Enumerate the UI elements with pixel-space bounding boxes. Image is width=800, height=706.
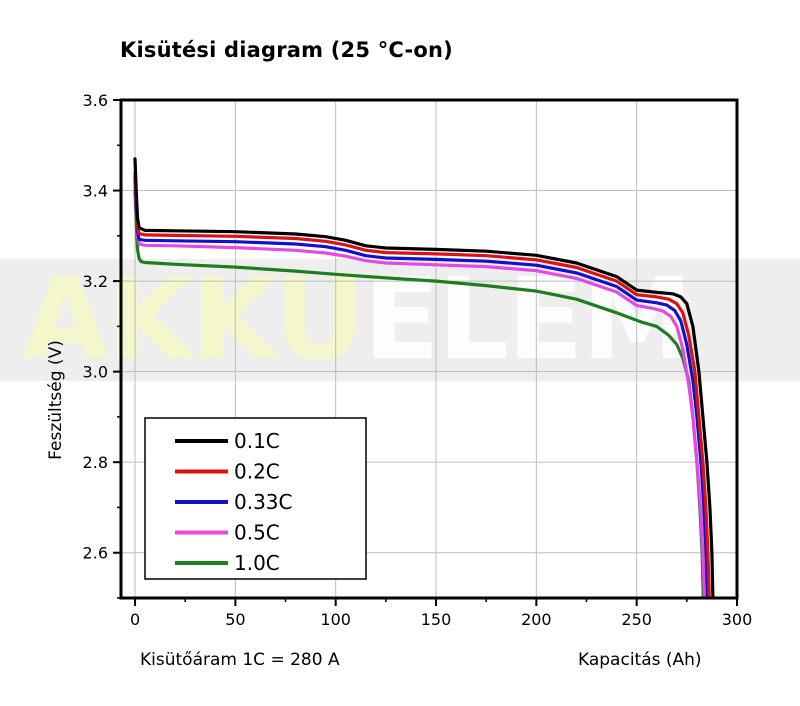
legend-label-0.2C: 0.2C [234, 460, 280, 484]
x-tick-label: 0 [130, 610, 140, 629]
legend-label-0.33C: 0.33C [234, 490, 293, 514]
legend-box [144, 417, 367, 580]
x-tick-label: 250 [621, 610, 652, 629]
y-axis-label: Feszültség (V) [46, 340, 66, 460]
legend-label-0.1C: 0.1C [234, 429, 280, 453]
y-tick-label: 3.4 [83, 182, 108, 201]
x-tick-label: 50 [225, 610, 245, 629]
y-tick-label: 3.0 [83, 363, 108, 382]
plot-frame [119, 98, 739, 600]
series-line-0.1C [133, 157, 715, 598]
x-tick-label: 200 [521, 610, 552, 629]
x-tick-label: 300 [722, 610, 753, 629]
series-line-0.33C [133, 175, 710, 598]
legend-label-0.5C: 0.5C [234, 521, 280, 545]
x-axis-label: Kapacitás (Ah) [578, 650, 702, 670]
y-tick-label: 3.6 [83, 91, 108, 110]
legend-label-1.0C: 1.0C [234, 551, 280, 575]
y-tick-label: 2.8 [83, 453, 108, 472]
x-tick-label: 100 [320, 610, 351, 629]
series-line-0.2C [133, 170, 711, 598]
x-tick-label: 150 [421, 610, 452, 629]
series-line-0.5C [133, 179, 707, 598]
y-tick-label: 2.6 [83, 544, 108, 563]
discharge-current-note: Kisütőáram 1C = 280 A [140, 650, 340, 670]
y-tick-label: 3.2 [83, 272, 108, 291]
chart-title: Kisütési diagram (25 °C-on) [120, 38, 453, 62]
